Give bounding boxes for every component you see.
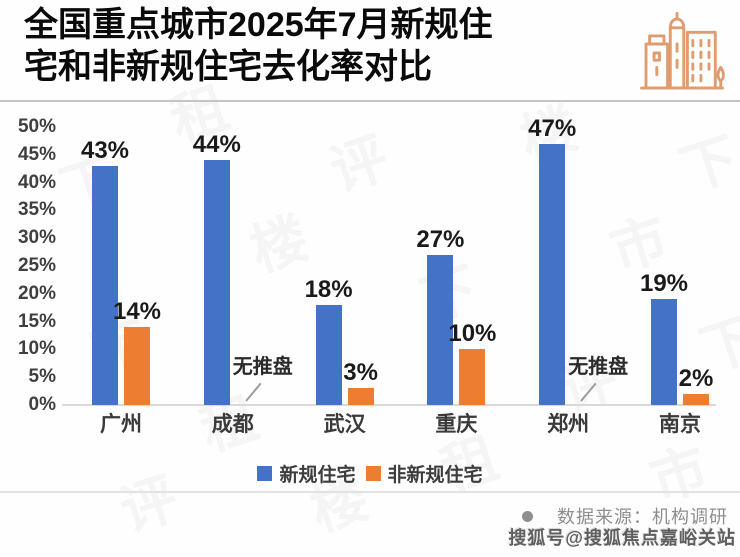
y-axis-tick-label: 15% (17, 310, 56, 332)
city-buildings-icon (640, 11, 725, 90)
annotation-leader-line (245, 382, 262, 402)
credit-watermark: 搜狐号@搜狐焦点嘉峪关站 (508, 528, 736, 548)
x-axis-label-郑州: 郑州 (547, 413, 590, 436)
bar-新规住宅-重庆 (427, 254, 454, 405)
bar-value-label: 43% (80, 136, 130, 164)
chart-title-line2: 宅和非新规住宅去化率对比 (24, 48, 432, 86)
y-axis-tick-label: 5% (28, 366, 56, 388)
x-axis-label-南京: 南京 (659, 413, 701, 436)
bar-非新规住宅-重庆 (459, 349, 486, 405)
x-axis-label-武汉: 武汉 (323, 413, 366, 436)
bar-非新规住宅-武汉 (347, 388, 374, 405)
y-axis-tick-label: 45% (17, 143, 56, 165)
source-text: 数据来源：机构调研 (557, 507, 728, 527)
x-axis-label-广州: 广州 (100, 413, 142, 436)
y-axis-tick-label: 20% (17, 282, 56, 304)
bar-value-label: 2% (678, 364, 714, 392)
annotation-text-成都: 无推盘 (232, 356, 293, 378)
chart-title: 全国重点城市2025年7月新规住 宅和非新规住宅去化率对比 (24, 4, 624, 88)
annotation-leader-line (580, 382, 597, 402)
y-axis-tick-label: 25% (17, 255, 56, 276)
legend-item-非新规住宅: 非新规住宅 (365, 460, 483, 487)
bar-value-label: 19% (639, 270, 689, 298)
y-axis-tick-label: 50% (17, 116, 56, 137)
chart-legend: 新规住宅 非新规住宅 (0, 460, 740, 487)
bar-新规住宅-成都 (203, 160, 230, 405)
source-row: 数据来源：机构调研 (522, 503, 728, 529)
bar-value-label: 14% (112, 298, 162, 326)
y-axis-tick-label: 30% (17, 227, 56, 249)
source-bullet-icon (522, 510, 533, 522)
y-axis-tick-label: 35% (17, 199, 56, 221)
legend-item-新规住宅: 新规住宅 (257, 460, 356, 487)
bar-value-label: 44% (192, 131, 241, 159)
chart-title-line1: 全国重点城市2025年7月新规住 (24, 6, 493, 44)
bar-新规住宅-郑州 (539, 143, 566, 405)
bar-新规住宅-武汉 (315, 304, 342, 405)
y-axis-tick-label: 40% (17, 171, 56, 193)
legend-swatch-icon (365, 466, 381, 481)
bar-value-label: 27% (416, 225, 465, 253)
legend-label: 新规住宅 (279, 465, 356, 486)
y-axis-tick-label: 0% (28, 394, 56, 415)
bar-非新规住宅-广州 (124, 327, 150, 405)
bar-value-label: 47% (528, 114, 577, 142)
bar-新规住宅-南京 (651, 299, 677, 405)
bar-非新规住宅-南京 (683, 393, 709, 405)
annotation-text-郑州: 无推盘 (568, 356, 629, 378)
x-axis-label-重庆: 重庆 (435, 413, 478, 436)
title-divider (0, 100, 740, 102)
bar-新规住宅-广州 (92, 165, 118, 405)
footer-divider (0, 491, 740, 493)
x-axis-line (62, 404, 716, 406)
legend-swatch-icon (257, 466, 273, 481)
bar-value-label: 10% (448, 320, 497, 348)
x-axis-label-成都: 成都 (211, 413, 254, 436)
bar-value-label: 3% (343, 359, 378, 387)
legend-label: 非新规住宅 (387, 465, 483, 486)
y-axis-tick-label: 10% (17, 338, 56, 360)
bar-value-label: 18% (304, 275, 353, 303)
